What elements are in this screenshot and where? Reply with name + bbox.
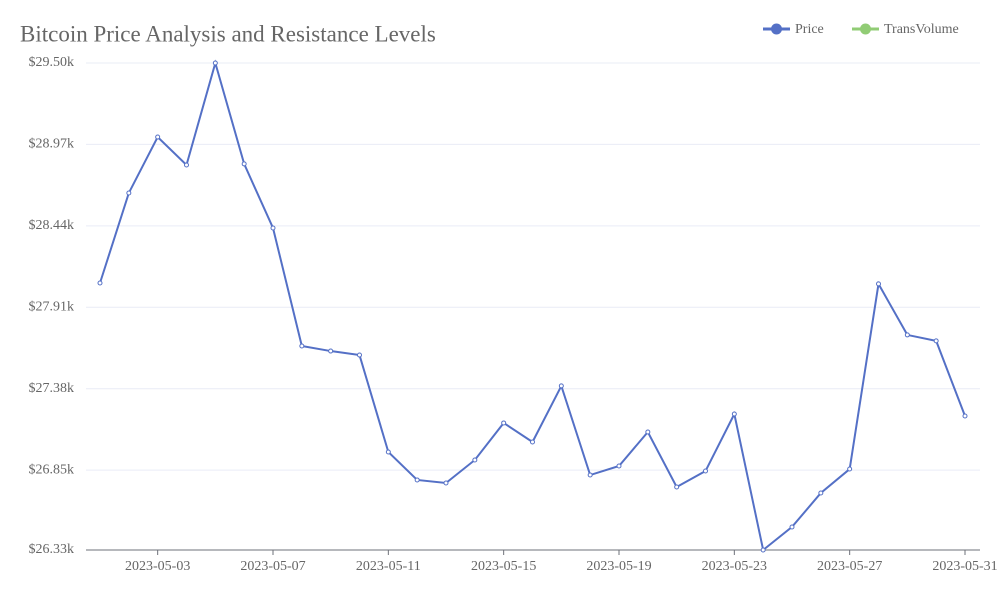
point bbox=[818, 490, 824, 496]
point bbox=[328, 348, 334, 354]
point bbox=[587, 472, 593, 478]
point bbox=[270, 225, 276, 231]
point bbox=[126, 190, 132, 196]
point bbox=[962, 413, 968, 419]
point bbox=[472, 457, 478, 463]
x-tick-label: 2023-05-31 bbox=[932, 559, 997, 574]
point bbox=[443, 480, 449, 486]
y-tick-label: $29.50k bbox=[29, 55, 75, 70]
point bbox=[703, 468, 708, 474]
legend-label: TransVolume bbox=[884, 22, 959, 37]
legend-label: Price bbox=[795, 22, 824, 37]
x-tick-label: 2023-05-27 bbox=[817, 559, 882, 574]
x-tick-label: 2023-05-23 bbox=[702, 559, 767, 574]
y-tick-label: $28.97k bbox=[29, 137, 75, 152]
point bbox=[385, 449, 391, 455]
point bbox=[357, 352, 362, 358]
point bbox=[530, 439, 535, 445]
chart-title: Bitcoin Price Analysis and Resistance Le… bbox=[20, 21, 436, 46]
x-tick-label: 2023-05-03 bbox=[125, 559, 190, 574]
point bbox=[184, 162, 189, 168]
point bbox=[760, 547, 766, 553]
y-tick-label: $26.85k bbox=[29, 462, 75, 477]
point bbox=[933, 338, 939, 344]
x-tick-label: 2023-05-19 bbox=[586, 559, 651, 574]
x-tick-label: 2023-05-07 bbox=[240, 559, 305, 574]
x-tick-label: 2023-05-15 bbox=[471, 559, 536, 574]
point bbox=[731, 411, 737, 417]
line bbox=[99, 59, 966, 552]
point bbox=[789, 524, 795, 530]
point bbox=[558, 383, 564, 389]
point bbox=[904, 332, 910, 338]
y-tick-label: $27.91k bbox=[29, 299, 75, 314]
x-tick-label: 2023-05-11 bbox=[356, 559, 421, 574]
point bbox=[212, 60, 218, 66]
point bbox=[674, 484, 680, 490]
point bbox=[876, 281, 881, 287]
point bbox=[645, 429, 651, 435]
point bbox=[155, 134, 161, 140]
point bbox=[501, 420, 507, 426]
legend-marker bbox=[771, 23, 782, 35]
legend-marker bbox=[860, 23, 871, 35]
point bbox=[847, 466, 853, 472]
y-tick-label: $27.38k bbox=[29, 381, 75, 396]
point bbox=[299, 343, 305, 349]
point bbox=[97, 280, 103, 286]
point bbox=[241, 161, 247, 167]
y-tick-label: $28.44k bbox=[29, 218, 75, 233]
point bbox=[616, 463, 622, 469]
point bbox=[414, 477, 420, 483]
y-tick-label: $26.33k bbox=[29, 542, 75, 557]
